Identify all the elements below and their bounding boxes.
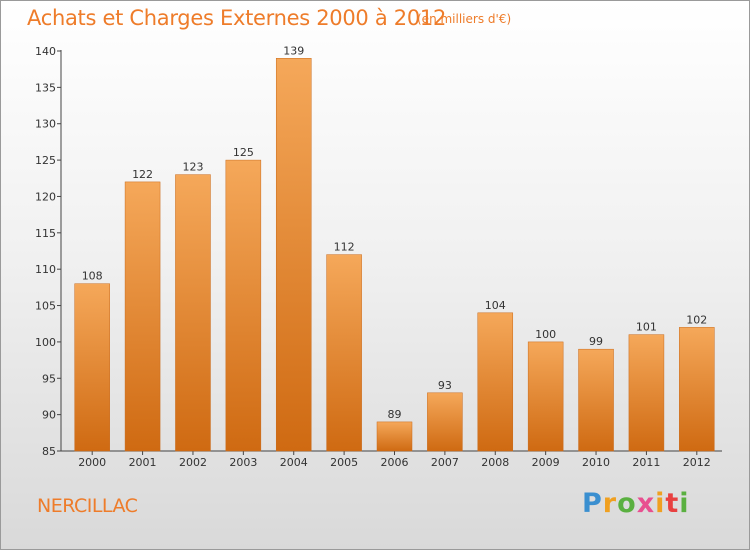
y-tick-label: 100 [35, 336, 56, 349]
y-tick-label: 120 [35, 190, 56, 203]
x-tick-label: 2003 [229, 456, 257, 469]
logo-letter: r [602, 488, 618, 519]
bar [275, 58, 312, 452]
bar [628, 334, 665, 452]
x-tick-label: 2012 [683, 456, 711, 469]
x-tick-label: 2004 [280, 456, 308, 469]
labels: 85 90 95 100 105 110 115 120 125 130 135 140 108 2000… [35, 44, 711, 469]
x-tick-label: 2010 [582, 456, 610, 469]
data-label: 100 [535, 328, 556, 341]
logo-letter: x [636, 488, 656, 519]
y-tick-label: 95 [42, 372, 56, 385]
y-tick-label: 140 [35, 45, 56, 58]
data-label: 139 [283, 44, 304, 57]
logo-letter: P [582, 488, 603, 519]
bar [679, 327, 715, 452]
x-tick-label: 2008 [481, 456, 509, 469]
bar [124, 181, 161, 452]
x-tick-label: 2007 [431, 456, 459, 469]
x-tick-label: 2011 [632, 456, 660, 469]
data-label: 112 [334, 241, 355, 254]
y-tick-label: 105 [35, 300, 56, 313]
proxiti-logo: Proxiti [582, 488, 690, 519]
bar [376, 421, 413, 452]
x-tick-label: 2005 [330, 456, 358, 469]
bar [427, 392, 463, 452]
chart-title: Achats et Charges Externes 2000 à 2012 [27, 6, 447, 30]
logo-letter: t [665, 488, 680, 519]
bar [527, 341, 564, 452]
y-tick-label: 135 [35, 81, 56, 94]
x-tick-label: 2002 [179, 456, 207, 469]
logo-letter: o [617, 488, 637, 519]
y-tick-label: 115 [35, 227, 56, 240]
data-label: 123 [182, 161, 203, 174]
bar [175, 174, 211, 452]
data-label: 125 [233, 146, 254, 159]
x-tick-label: 2006 [381, 456, 409, 469]
data-label: 108 [82, 270, 103, 283]
data-label: 104 [485, 299, 506, 312]
bar [326, 254, 362, 452]
logo-letter: i [655, 488, 666, 519]
bar [225, 159, 262, 452]
x-tick-label: 2000 [78, 456, 106, 469]
y-tick-label: 125 [35, 154, 56, 167]
chart-subtitle: (en milliers d'€) [417, 12, 512, 26]
data-label: 122 [132, 168, 153, 181]
data-label: 101 [636, 321, 657, 334]
bar [578, 348, 614, 452]
data-label: 89 [388, 408, 402, 421]
data-label: 102 [686, 313, 707, 326]
logo-letter: i [679, 488, 690, 519]
y-tick-label: 90 [42, 409, 56, 422]
y-tick-label: 110 [35, 263, 56, 276]
data-label: 99 [589, 335, 603, 348]
x-tick-label: 2009 [532, 456, 560, 469]
y-tick-label: 85 [42, 445, 56, 458]
y-tick-label: 130 [35, 118, 56, 131]
place-name: NERCILLAC [37, 495, 138, 517]
bar [477, 312, 514, 452]
bars [74, 58, 715, 452]
bar [74, 283, 110, 452]
data-label: 93 [438, 379, 452, 392]
x-tick-label: 2001 [129, 456, 157, 469]
